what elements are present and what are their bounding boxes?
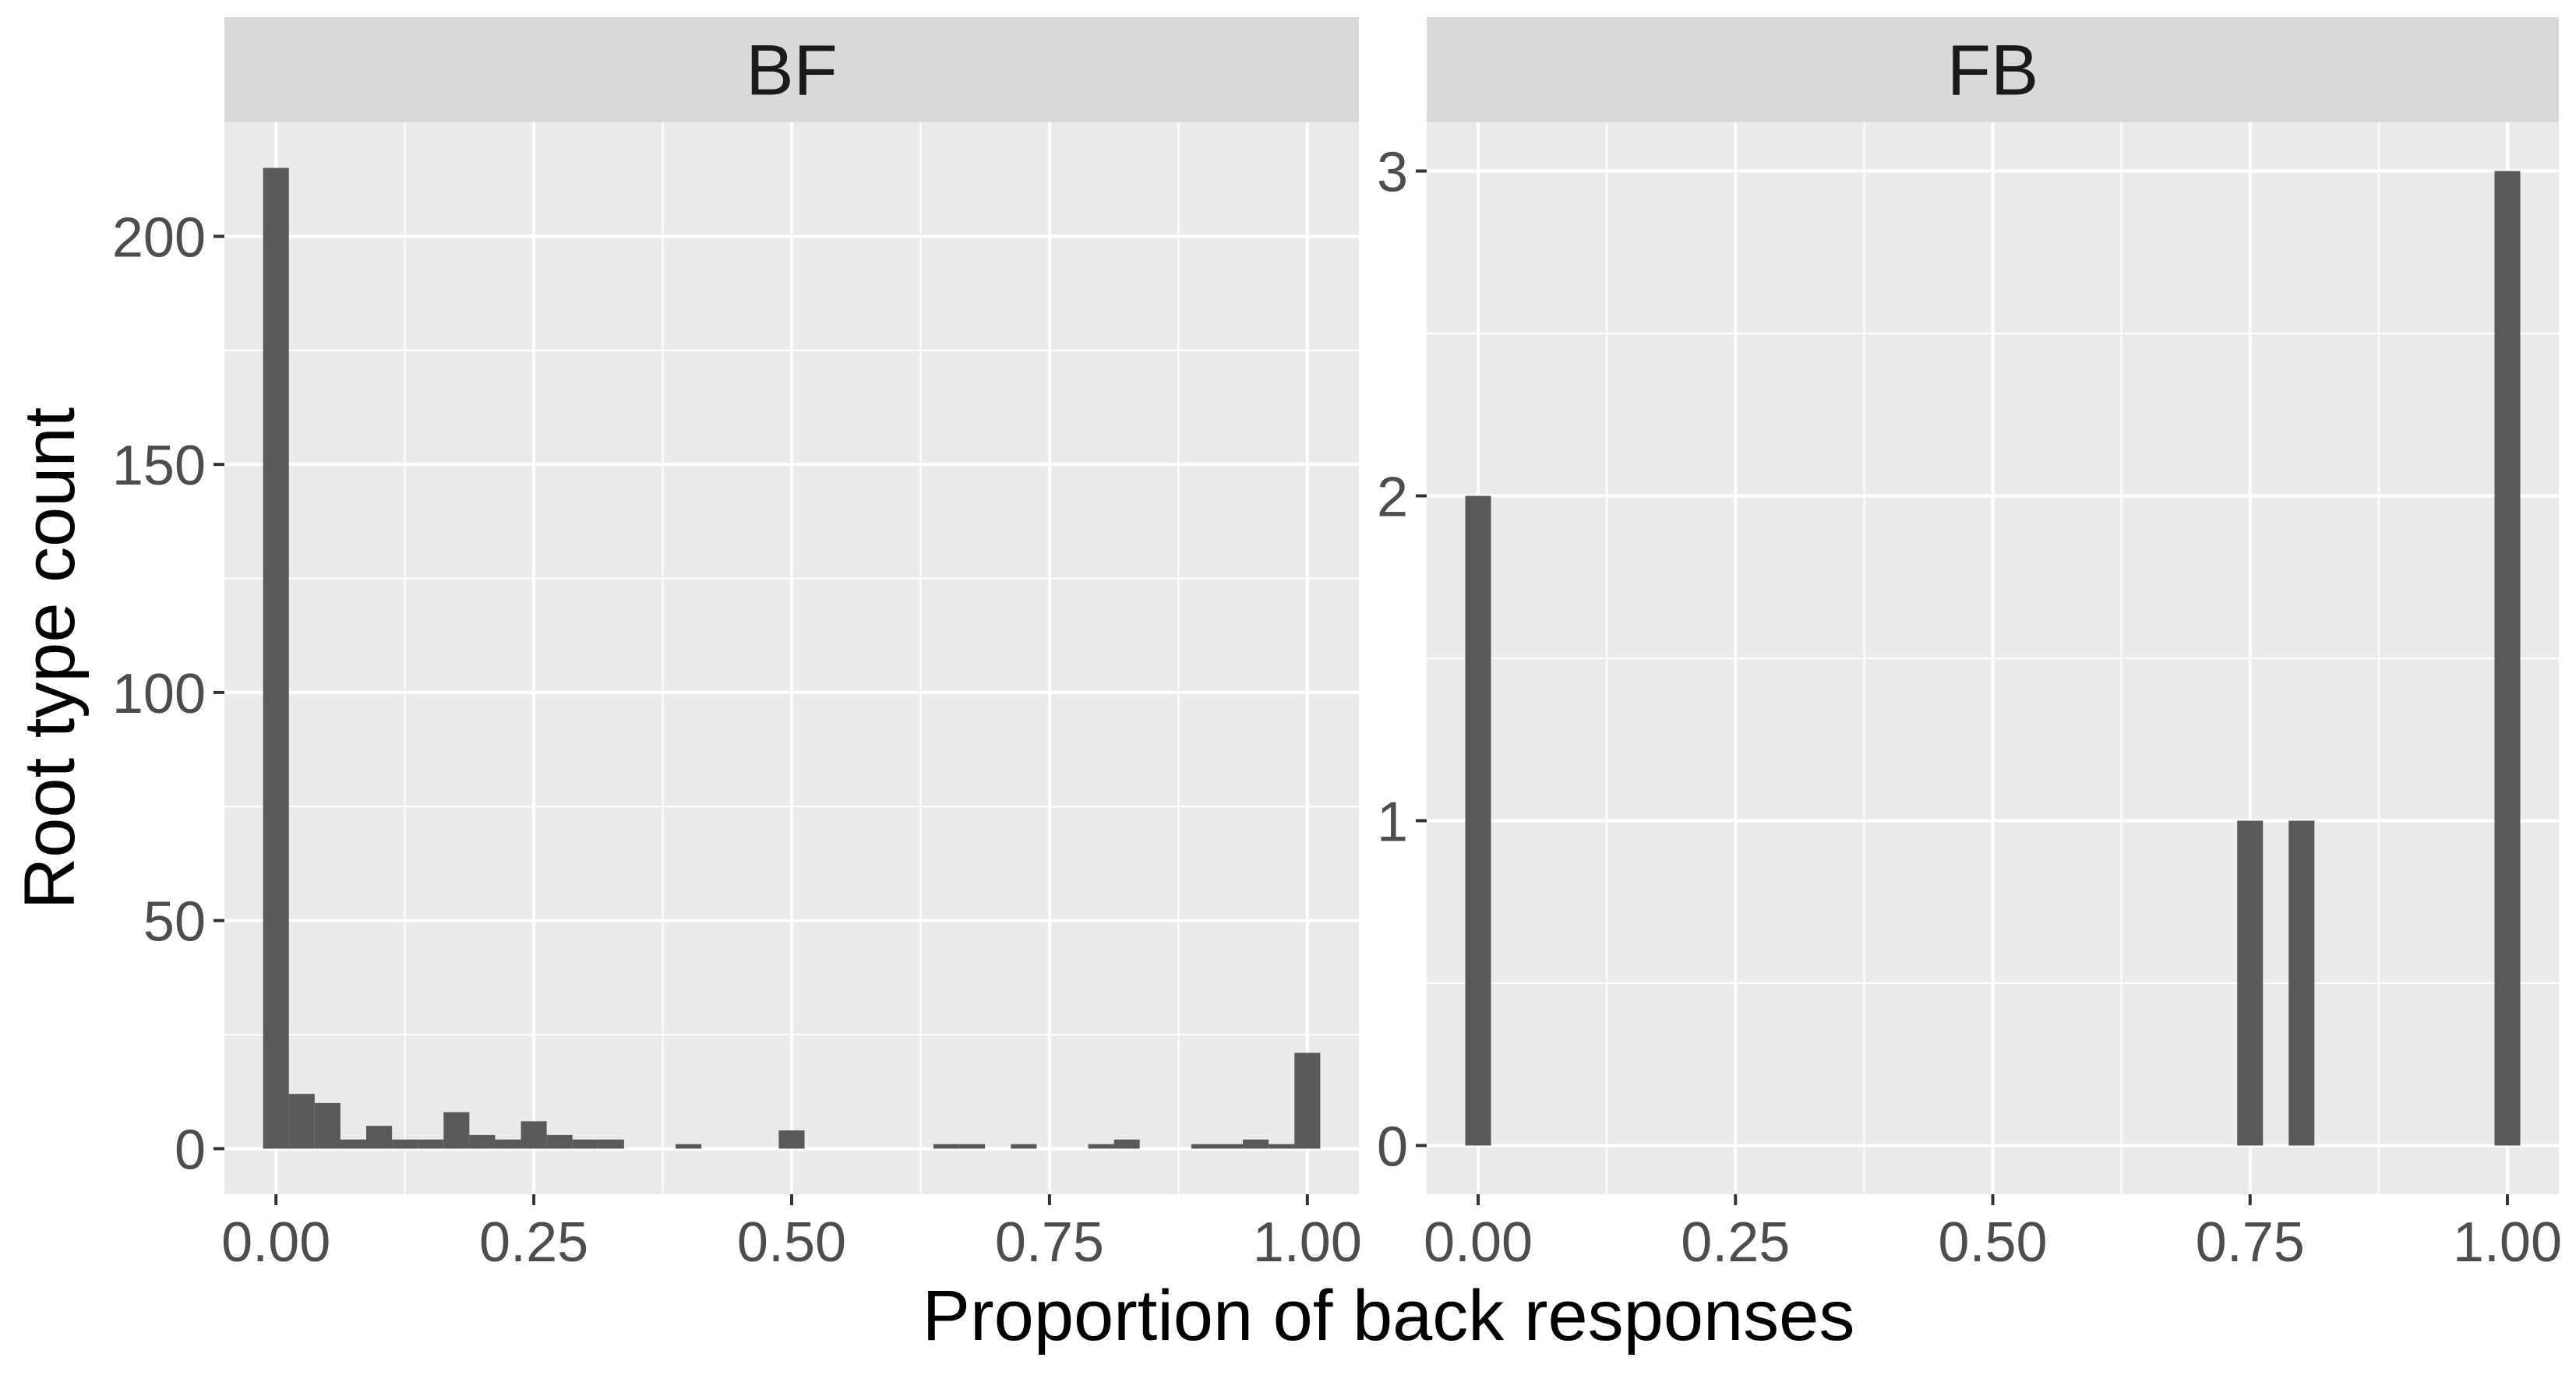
histogram-bar [546, 1134, 573, 1149]
x-tick-label: 0.25 [1681, 1211, 1790, 1274]
y-tick-label: 200 [112, 206, 206, 269]
histogram-bar [933, 1144, 960, 1149]
x-tick-label: 0.75 [995, 1211, 1104, 1274]
y-tick-label: 150 [112, 435, 206, 497]
x-tick-label: 1.00 [1253, 1211, 1362, 1274]
histogram-bar [1465, 495, 1491, 1146]
x-tick-label: 1.00 [2453, 1211, 2562, 1274]
y-tick-label: 0 [175, 1119, 206, 1181]
y-tick-label: 100 [112, 663, 206, 725]
histogram-bar [1088, 1144, 1114, 1149]
histogram-bar [1217, 1144, 1244, 1149]
x-tick-label: 0.00 [1424, 1211, 1533, 1274]
facet-strip [224, 17, 1359, 122]
histogram-bar [2494, 171, 2521, 1146]
histogram-bar [520, 1121, 547, 1149]
y-axis-title: Root type count [10, 407, 90, 909]
facet-label: BF [746, 31, 838, 111]
histogram-bar [572, 1139, 598, 1149]
y-tick-label: 0 [1377, 1116, 1408, 1178]
histogram-bar [1294, 1052, 1321, 1149]
histogram-bar [288, 1094, 315, 1149]
histogram-bar [676, 1144, 702, 1149]
histogram-bar [366, 1126, 393, 1149]
histogram-bar [495, 1139, 521, 1149]
panel-bf: BF 0.00 0.25 0.50 0.75 1.00 0 50 100 150 200 [112, 17, 1362, 1274]
x-tick-label: 0.00 [221, 1211, 330, 1274]
x-axis-title: Proportion of back responses [923, 1276, 1855, 1356]
histogram-bar [392, 1139, 418, 1149]
histogram-bar [598, 1139, 624, 1149]
histogram-bar [1011, 1144, 1037, 1149]
histogram-bar [1243, 1139, 1269, 1149]
histogram-bar [340, 1139, 366, 1149]
x-tick-label: 0.50 [737, 1211, 846, 1274]
histogram-bar [2288, 820, 2315, 1146]
histogram-bar [1269, 1144, 1295, 1149]
x-tick-label: 0.25 [479, 1211, 588, 1274]
histogram-bar [418, 1139, 444, 1149]
histogram-bar [778, 1130, 805, 1149]
histogram-bar [959, 1144, 986, 1149]
x-tick-label: 0.50 [1938, 1211, 2047, 1274]
histogram-bar [2237, 820, 2264, 1146]
y-tick-label: 50 [143, 891, 206, 954]
y-tick-label: 1 [1377, 791, 1408, 853]
histogram-bar [314, 1102, 341, 1149]
y-tick-label: 2 [1377, 467, 1408, 529]
histogram-bar [1191, 1144, 1217, 1149]
histogram-bar [469, 1134, 496, 1149]
facet-strip [1427, 17, 2559, 122]
histogram-bar [1113, 1139, 1140, 1149]
histogram-bar [263, 167, 289, 1149]
y-tick-label: 3 [1377, 142, 1408, 204]
histogram-bar [443, 1112, 470, 1149]
panel-fb: FB 0.00 0.25 0.50 0.75 1.00 0 1 2 3 [1377, 17, 2562, 1274]
x-tick-label: 0.75 [2196, 1211, 2305, 1274]
facet-label: FB [1947, 31, 2039, 111]
